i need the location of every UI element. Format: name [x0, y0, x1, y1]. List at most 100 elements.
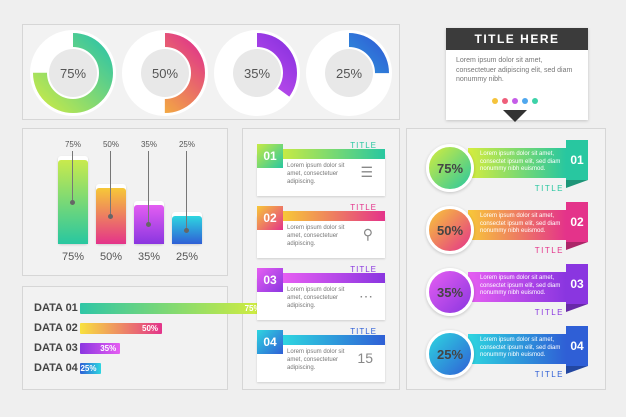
vbar-bottom-label: 50%: [99, 251, 123, 263]
row-percent-circle: 50%: [426, 206, 474, 254]
donut-chart: 25%: [304, 28, 394, 118]
progress-row: Lorem ipsum dolor sit amet, consectet ip…: [426, 264, 588, 324]
progress-row: Lorem ipsum dolor sit amet, consectet ip…: [426, 140, 588, 200]
row-fold: [566, 180, 588, 188]
donut-svg: [214, 30, 300, 116]
progress-row: Lorem ipsum dolor sit amet, consectet ip…: [426, 202, 588, 262]
hbar-fill: 25%: [80, 363, 101, 374]
donut-arc: [217, 33, 297, 113]
magnifier-icon: ⚲: [362, 226, 373, 242]
donut-arc: [309, 33, 389, 113]
donut-chart: 50%: [120, 28, 210, 118]
color-dot: [502, 98, 508, 104]
vbar-top-label: 50%: [102, 140, 119, 149]
card-number: 04: [257, 330, 283, 354]
row-percent-circle: 25%: [426, 330, 474, 378]
info-card: 02 TITLE Lorem ipsum dolor sit amet, conse…: [257, 203, 385, 258]
vbar-bottom-label: 35%: [137, 251, 161, 263]
row-number: 03: [566, 264, 588, 304]
row-strip: [468, 272, 566, 302]
hbar-fill: 75%: [80, 303, 265, 314]
title-box: TITLE HERE Lorem ipsum dolor sit amet, c…: [446, 28, 588, 120]
donut-arc: [125, 33, 205, 113]
donut-center: [233, 49, 281, 97]
hbar-label: DATA 04: [34, 362, 78, 374]
card-text: Lorem ipsum dolor sit amet, consectetuer…: [287, 349, 345, 371]
donut-value: 75%: [59, 65, 87, 81]
row-strip: [468, 210, 566, 240]
color-dot: [512, 98, 518, 104]
vbar-bottom-label: 25%: [175, 251, 199, 263]
chat-icon: ⋯: [359, 288, 373, 304]
donut-value: 50%: [151, 65, 179, 81]
vbar-bottom-label: 75%: [61, 251, 85, 263]
card-strip: [283, 273, 385, 283]
donut-center: [325, 49, 373, 97]
vbar-top-label: 35%: [140, 140, 157, 149]
donut-chart: 75%: [28, 28, 118, 118]
vbar-top-label: 75%: [64, 140, 81, 149]
hbar-fill: 35%: [80, 343, 121, 354]
row-number: 01: [566, 140, 588, 180]
row-fold: [566, 304, 588, 312]
row-title: TITLE: [534, 246, 564, 255]
card-number: 03: [257, 268, 283, 292]
calendar-icon: 15: [357, 350, 373, 366]
card-text: Lorem ipsum dolor sit amet, consectetuer…: [287, 163, 345, 185]
vbar-stick-dot: [108, 214, 113, 219]
hbar-label: DATA 03: [34, 342, 78, 354]
row-percent-circle: 75%: [426, 144, 474, 192]
row-text: Lorem ipsum dolor sit amet, consectet ip…: [480, 213, 561, 234]
color-dot: [532, 98, 538, 104]
vbar-stick-dot: [70, 200, 75, 205]
row-fold: [566, 366, 588, 374]
row-text: Lorem ipsum dolor sit amet, consectet ip…: [480, 275, 561, 296]
info-card: 03 TITLE Lorem ipsum dolor sit amet, conse…: [257, 265, 385, 320]
card-strip: [283, 211, 385, 221]
vbar-stick: [72, 151, 73, 202]
card-title: TITLE: [350, 141, 377, 150]
card-title: TITLE: [350, 203, 377, 212]
donut-center: [49, 49, 97, 97]
row-text: Lorem ipsum dolor sit amet, consectet ip…: [480, 337, 561, 358]
card-strip: [283, 335, 385, 345]
donut-svg: [306, 30, 392, 116]
card-title: TITLE: [350, 265, 377, 274]
card-text: Lorem ipsum dolor sit amet, consectetuer…: [287, 287, 345, 309]
row-title: TITLE: [534, 184, 564, 193]
document-icon: ☰: [360, 164, 373, 180]
donut-center: [141, 49, 189, 97]
row-percent-circle: 35%: [426, 268, 474, 316]
card-number: 02: [257, 206, 283, 230]
info-card: 04 TITLE Lorem ipsum dolor sit amet, conse…: [257, 327, 385, 382]
hbar-label: DATA 02: [34, 322, 78, 334]
row-strip: [468, 334, 566, 364]
progress-row: Lorem ipsum dolor sit amet, consectet ip…: [426, 326, 588, 386]
vbar-stick-dot: [184, 228, 189, 233]
title-box-text: Lorem ipsum dolor sit amet, consectetuer…: [456, 57, 573, 83]
hbar-label: DATA 01: [34, 302, 78, 314]
row-title: TITLE: [534, 370, 564, 379]
vbar-stick: [186, 151, 187, 230]
row-strip: [468, 148, 566, 178]
card-strip: [283, 149, 385, 159]
donut-svg: [30, 30, 116, 116]
title-box-pointer: [503, 110, 527, 122]
vbar-stick-dot: [146, 222, 151, 228]
donut-arc: [33, 33, 113, 113]
row-fold: [566, 242, 588, 250]
row-title: TITLE: [534, 308, 564, 317]
color-dots: [492, 98, 538, 104]
row-text: Lorem ipsum dolor sit amet, consectet ip…: [480, 151, 561, 172]
color-dot: [492, 98, 498, 104]
vbar-stick: [148, 151, 149, 225]
title-box-heading: TITLE HERE: [446, 28, 588, 50]
donut-value: 35%: [243, 65, 271, 81]
row-number: 02: [566, 202, 588, 242]
card-text: Lorem ipsum dolor sit amet, consectetuer…: [287, 225, 345, 247]
color-dot: [522, 98, 528, 104]
vbar-top-label: 25%: [178, 140, 195, 149]
info-card: 01 TITLE Lorem ipsum dolor sit amet, conse…: [257, 141, 385, 196]
donut-svg: [122, 30, 208, 116]
card-number: 01: [257, 144, 283, 168]
